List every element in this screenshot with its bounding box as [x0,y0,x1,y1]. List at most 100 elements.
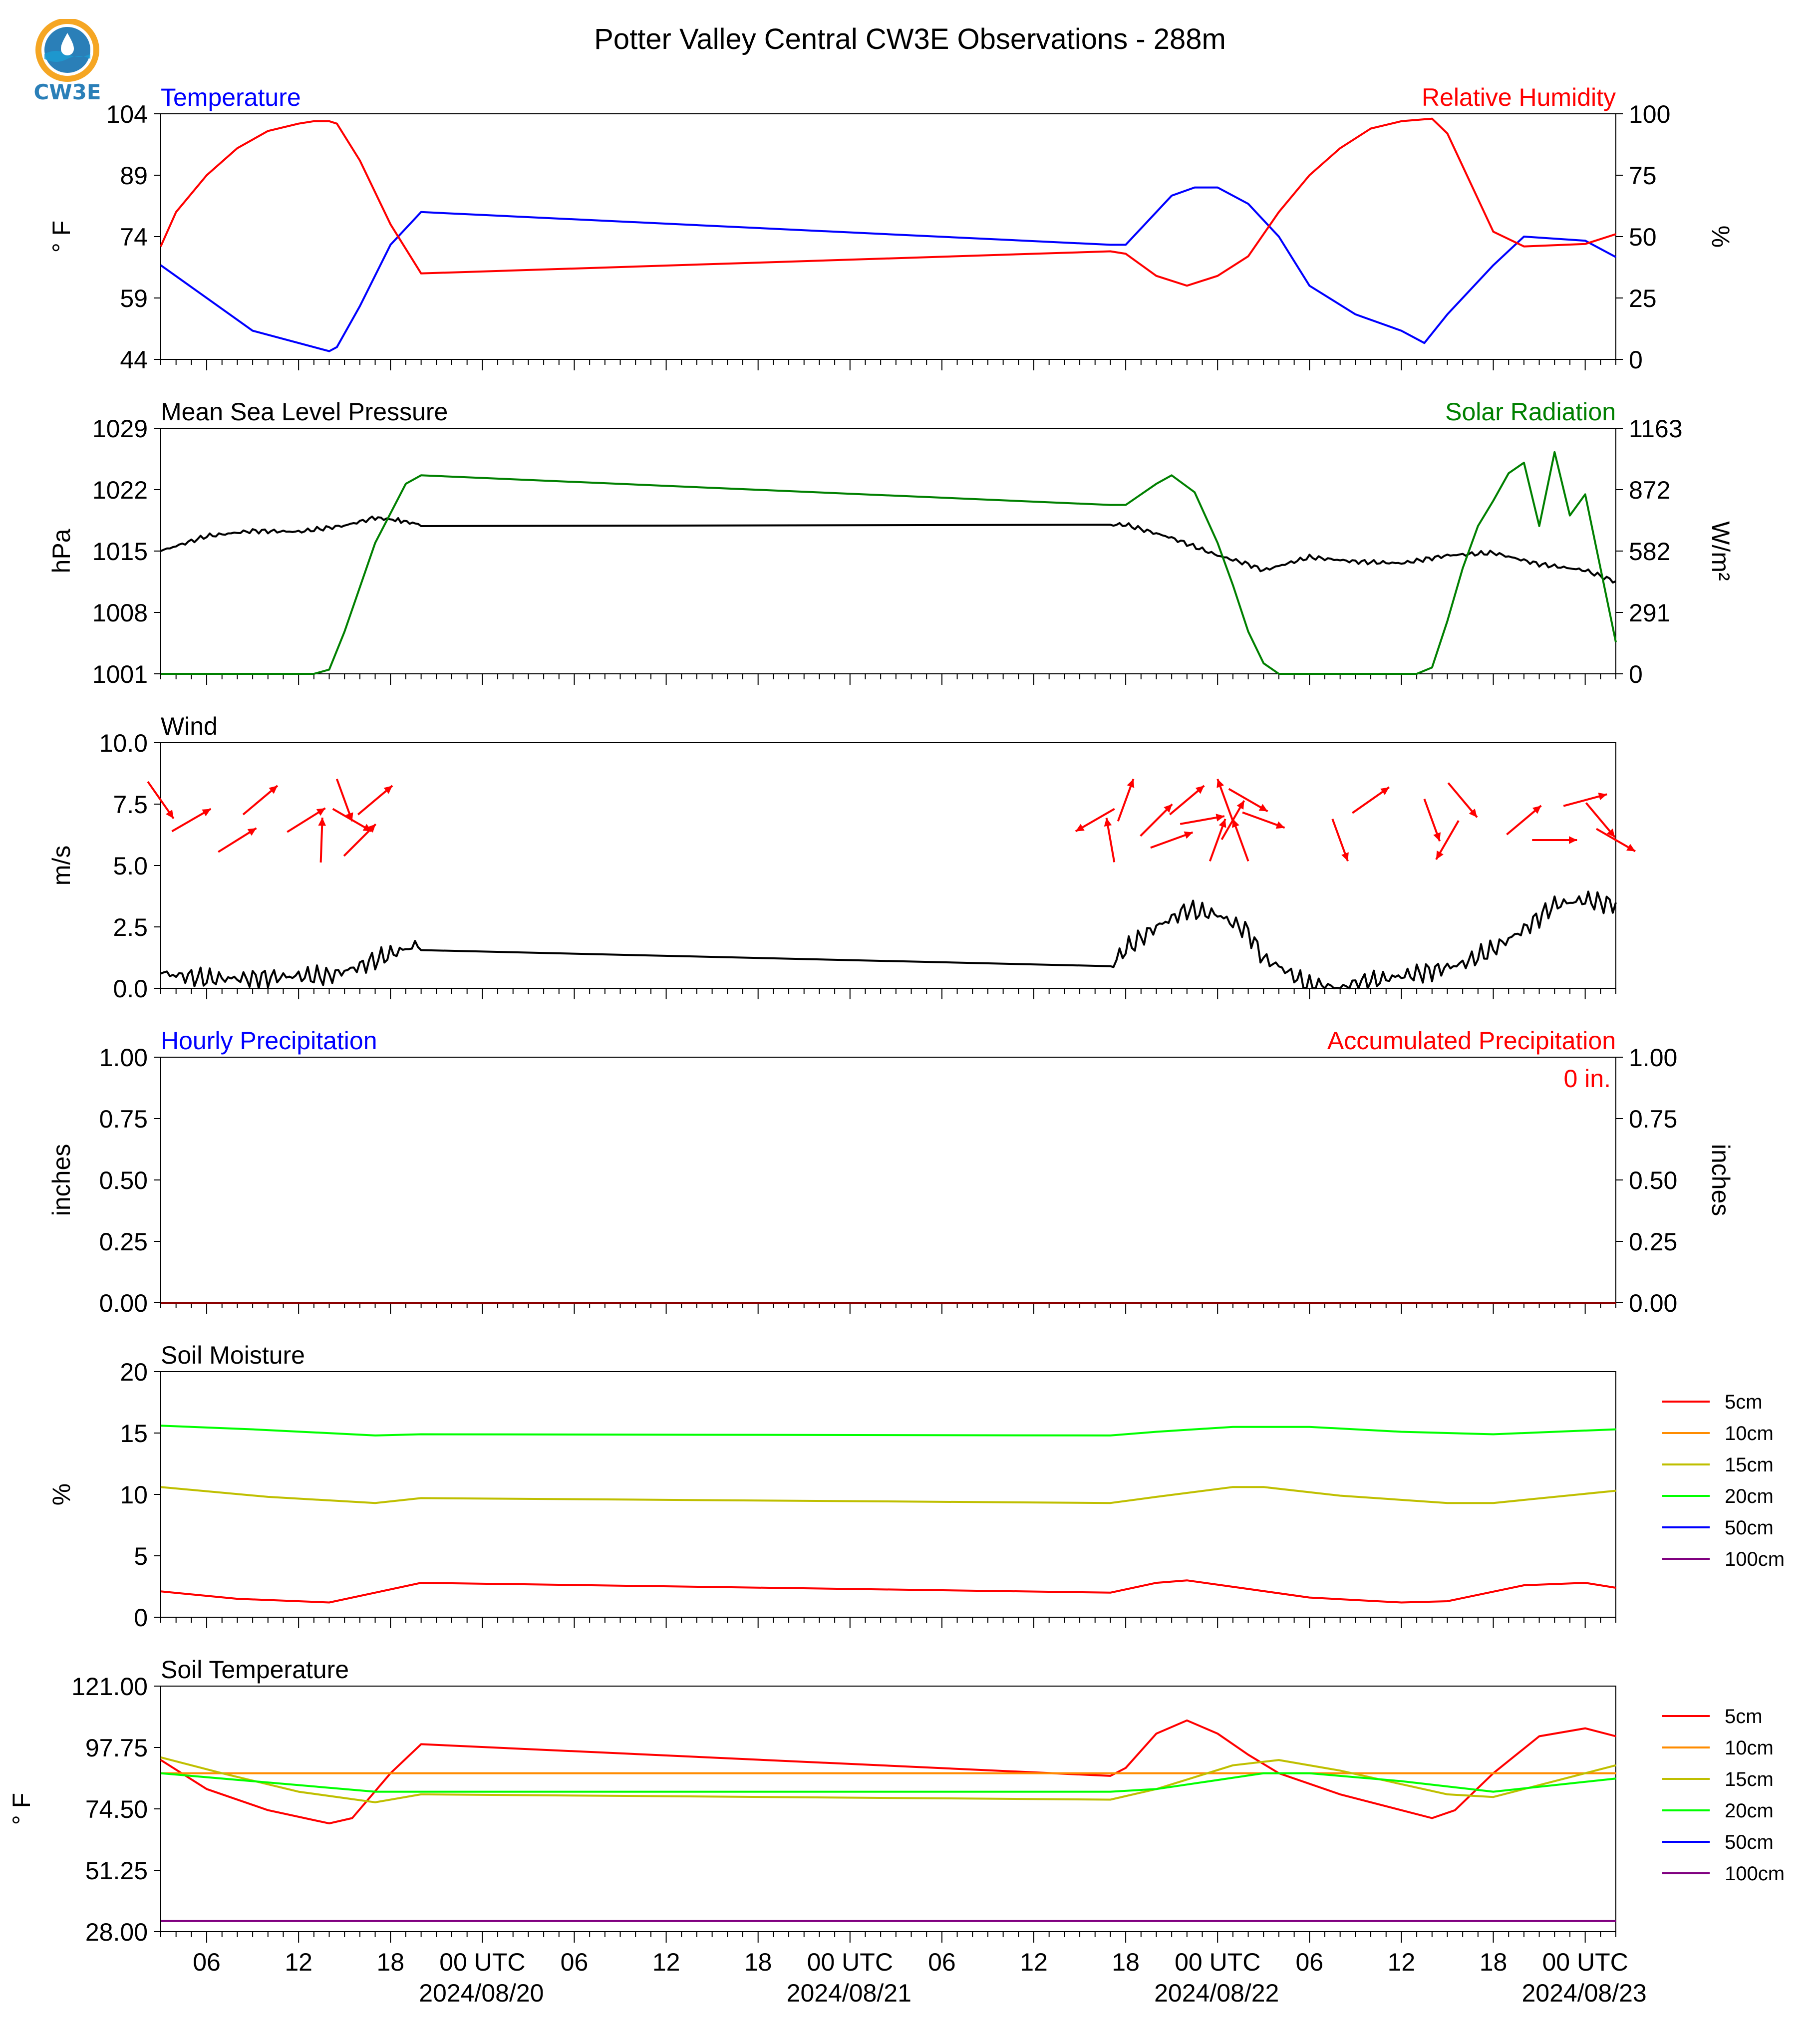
y-tick-label: 1022 [92,476,148,504]
legend-item: 15cm [1662,1768,1774,1790]
wind-arrow-head [1075,824,1085,832]
wind-arrow [242,785,279,816]
wind-arrow [1435,820,1460,860]
y-tick-label: 97.75 [85,1734,148,1762]
y-tick-label: 59 [120,285,148,312]
y-axis-label: inches [47,1144,75,1216]
panel-pressure_solar: Mean Sea Level Pressure Solar Radiation 10… [47,398,1735,688]
x-tick-label: 18 [744,1948,772,1976]
y-axis-label: m/s [47,846,75,886]
wind-arrow [1596,828,1636,853]
panel-title-right: Relative Humidity [1422,83,1616,111]
y-tick-label-right: 291 [1629,599,1670,627]
legend-item: 50cm [1662,1517,1774,1539]
y-tick-label-right: 1.00 [1629,1044,1677,1072]
wind-arrow [1209,819,1226,862]
panel-soil_moisture: Soil Moisture 20 15 10 5 0% 5cm 10cm 15cm 20cm 50c… [47,1341,1785,1632]
x-axis: 06 12 18 00 UTC 2024/08/20 06 12 18 00 UTC 2024/0… [193,1948,1647,2007]
y-tick-label-right: 0.00 [1629,1289,1677,1317]
wind-arrow-head [1532,806,1541,814]
legend: 5cm 10cm 15cm 20cm 50cm 100cm [1662,1391,1785,1570]
y-axis-label-right: % [1707,226,1735,248]
y-tick-label-right: 1163 [1629,415,1683,443]
x-tick-label: 12 [1020,1948,1048,1976]
wind-arrow-head [1433,832,1441,842]
wind-arrow-head [202,809,211,817]
x-tick-label: 12 [652,1948,680,1976]
y-tick-label: 0.50 [99,1166,148,1194]
x-date-label: 2024/08/23 [1522,1979,1647,2007]
wind-arrow-head [1436,851,1444,860]
series-line-5cm [160,1719,1616,1825]
y-tick-label-right: 0.50 [1629,1166,1677,1194]
y-tick-label-right: 100 [1629,100,1670,128]
legend-label: 15cm [1725,1454,1774,1476]
x-tick-label: 00 UTC [1542,1948,1628,1976]
series-line-wind-speed [160,890,1617,989]
legend-label: 5cm [1725,1391,1763,1413]
series-line-relative-humidity [160,117,1616,287]
x-date-label: 2024/08/22 [1154,1979,1279,2007]
wind-arrow-head [383,786,393,794]
wind-arrow-head [316,808,325,816]
wind-arrow [287,807,326,833]
wind-arrow-head [166,810,174,819]
y-tick-label: 0.75 [99,1105,148,1133]
wind-arrow-head [1469,809,1478,818]
wind-arrow-head [1218,819,1226,828]
legend-label: 10cm [1725,1423,1774,1445]
x-tick-label: 06 [561,1948,589,1976]
legend-item: 15cm [1662,1454,1774,1476]
wind-arrow [1447,782,1478,818]
wind-arrow [1117,779,1135,822]
x-tick-label: 18 [376,1948,404,1976]
y-tick-label: 2.5 [113,913,148,941]
y-tick-label: 7.5 [113,791,148,819]
y-tick-label: 1008 [92,599,148,627]
panel-title-left: Hourly Precipitation [161,1027,377,1055]
y-tick-label: 10.0 [99,729,148,757]
wind-arrow-head [367,824,376,833]
wind-arrow [1352,786,1390,814]
x-tick-label: 12 [285,1948,312,1976]
x-tick-label: 18 [1112,1948,1140,1976]
wind-arrow [1242,811,1285,829]
series-line-20cm [160,1772,1616,1793]
y-tick-label: 0.25 [99,1228,148,1256]
y-tick-label-right: 75 [1629,162,1657,190]
y-axis-label: ° F [47,221,75,253]
legend-item: 20cm [1662,1800,1774,1822]
y-tick-label: 1029 [92,415,148,443]
y-tick-label-right: 25 [1629,285,1657,312]
wind-arrow-head [1127,779,1135,788]
wind-arrow [1585,802,1616,838]
y-axis-label: hPa [47,529,75,573]
wind-arrow-head [1275,821,1285,829]
y-tick-label-right: 872 [1629,476,1670,504]
series-line-solar-radiation [161,451,1617,675]
legend-item: 5cm [1662,1706,1763,1728]
wind-arrow [1140,803,1173,837]
legend-label: 20cm [1725,1800,1774,1822]
x-tick-label: 06 [928,1948,956,1976]
wind-arrow-head [1598,792,1607,801]
y-tick-label: 10 [120,1481,148,1509]
y-tick-label: 5.0 [113,852,148,880]
legend-item: 10cm [1662,1737,1774,1759]
wind-arrow-head [1215,814,1224,822]
wind-arrow [1075,808,1115,833]
legend-label: 10cm [1725,1737,1774,1759]
wind-arrow-head [1341,852,1349,862]
panel-frame [160,113,1616,360]
y-tick-label-right: 0 [1629,660,1643,688]
x-tick-label: 06 [193,1948,221,1976]
x-tick-label: 00 UTC [807,1948,893,1976]
wind-arrow [332,808,372,833]
y-axis-label: ° F [7,1793,35,1825]
panel-soil_temperature: Soil Temperature 121.00 97.75 74.50 51.25 28.… [7,1656,1785,1946]
legend-item: 10cm [1662,1423,1774,1445]
panel-title-left: Soil Temperature [161,1656,349,1684]
y-tick-label: 0.00 [99,1289,148,1317]
wind-arrow-head [318,818,326,826]
